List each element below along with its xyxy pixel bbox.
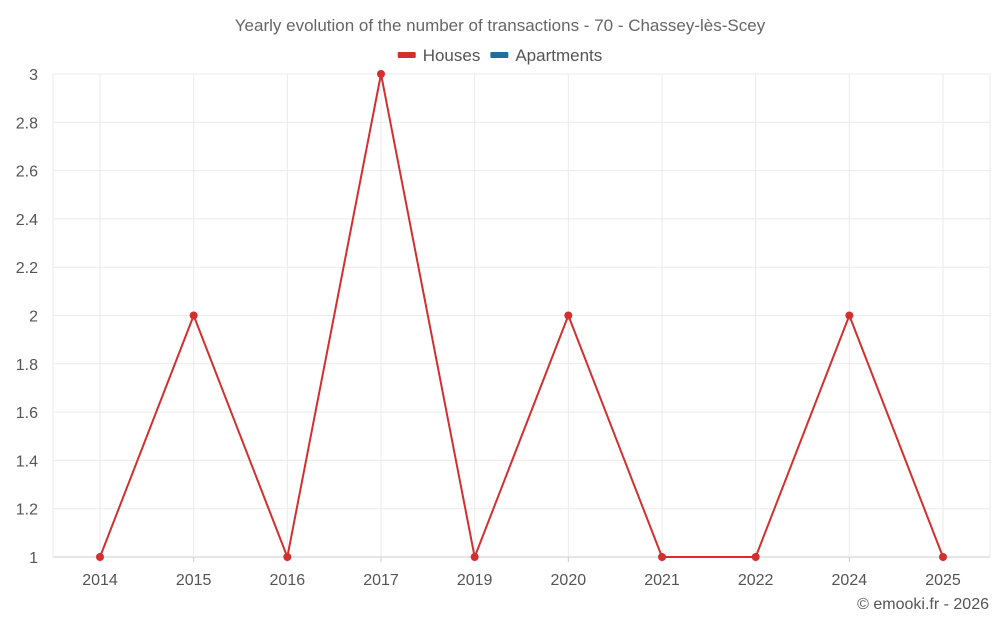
data-point-houses[interactable]: [377, 70, 385, 78]
y-axis-ticks: 1 1.2 1.4 1.6 1.8 2 2.2 2.4 2.6 2.8 3: [16, 67, 38, 567]
series-line-houses: [99, 73, 944, 558]
legend-swatch: [397, 52, 416, 58]
y-tick-label: 2.2: [16, 260, 38, 277]
y-tick-label: 3: [29, 67, 38, 84]
legend-swatch: [490, 52, 509, 58]
y-tick-label: 1.2: [16, 502, 38, 519]
chart-title: Yearly evolution of the number of transa…: [235, 16, 766, 35]
legend-item-houses[interactable]: Houses: [397, 46, 481, 65]
data-point-houses[interactable]: [751, 553, 760, 561]
x-tick-label: 2022: [738, 572, 774, 589]
x-tick-label: 2017: [363, 572, 399, 589]
x-tick-label: 2025: [925, 572, 961, 589]
x-tick-label: 2015: [176, 572, 212, 589]
y-tick-label: 1.4: [16, 453, 38, 470]
data-point-houses[interactable]: [283, 553, 292, 561]
x-tick-label: 2020: [551, 572, 587, 589]
x-tick-label: 2021: [644, 572, 680, 589]
chart-legend: Houses Apartments: [397, 46, 602, 65]
legend-item-apartments[interactable]: Apartments: [490, 46, 602, 65]
y-tick-label: 2: [29, 309, 38, 326]
data-point-houses[interactable]: [845, 311, 854, 320]
x-axis-ticks: 2014 2015 2016 2017 2019 2020 2021 2022 2024 2025: [82, 557, 961, 589]
series-layer: [96, 70, 947, 561]
x-tick-label: 2019: [457, 572, 493, 589]
data-point-houses[interactable]: [96, 553, 104, 561]
credit-text: © emooki.fr - 2026: [857, 596, 989, 613]
data-point-houses[interactable]: [658, 553, 666, 561]
y-tick-label: 2.6: [16, 164, 38, 181]
y-tick-label: 2.8: [16, 115, 38, 132]
y-tick-label: 1.6: [16, 405, 38, 422]
y-tick-label: 2.4: [16, 212, 38, 229]
x-tick-label: 2014: [82, 572, 118, 589]
data-point-houses[interactable]: [564, 311, 573, 320]
data-point-houses[interactable]: [470, 553, 479, 561]
x-tick-label: 2024: [832, 572, 868, 589]
data-point-houses[interactable]: [189, 311, 198, 320]
y-tick-label: 1.8: [16, 357, 38, 374]
y-tick-label: 1: [29, 550, 38, 567]
data-point-houses[interactable]: [939, 553, 947, 561]
legend-label: Houses: [423, 46, 481, 65]
legend-label: Apartments: [515, 46, 602, 65]
x-tick-label: 2016: [270, 572, 306, 589]
